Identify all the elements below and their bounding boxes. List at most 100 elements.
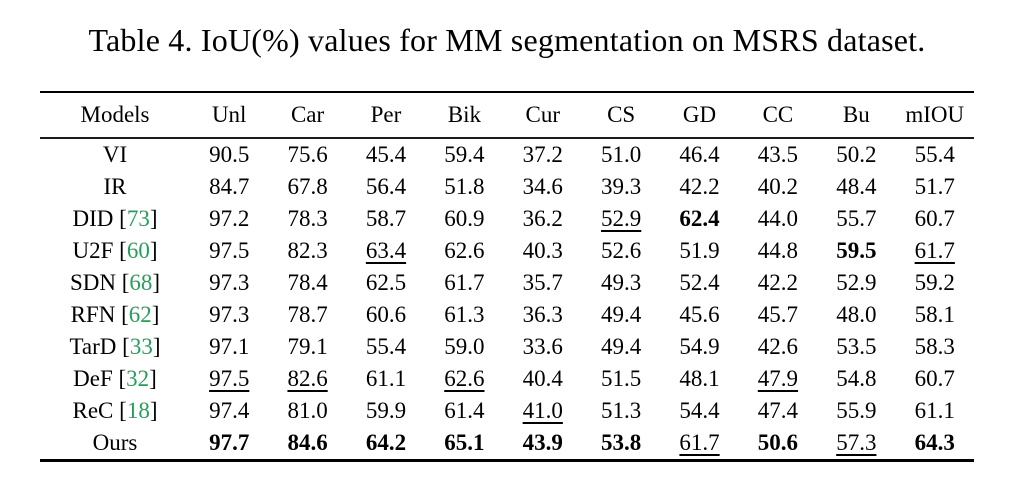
model-name: U2F [ bbox=[72, 238, 127, 263]
value-cell-cur: 40.4 bbox=[522, 366, 563, 391]
model-label: VI bbox=[102, 142, 128, 167]
column-header-car: Car bbox=[268, 92, 347, 139]
column-header-bik: Bik bbox=[425, 92, 504, 139]
model-name: ReC [ bbox=[72, 398, 127, 423]
value-cell-car: 84.6 bbox=[287, 430, 328, 455]
value-cell-car: 75.6 bbox=[287, 142, 328, 167]
value-cell-cur: 35.7 bbox=[522, 270, 563, 295]
value-cell-cs: 49.4 bbox=[601, 302, 642, 327]
value-cell-bik: 65.1 bbox=[444, 430, 485, 455]
table-row-did: DID [73] 97.2 78.3 58.7 60.9 36.2 52.9 62.4 44.0… bbox=[40, 203, 974, 235]
citation-number: 32 bbox=[126, 366, 150, 391]
value-cell-cs: 52.6 bbox=[601, 238, 642, 263]
value-cell-bu: 50.2 bbox=[836, 142, 877, 167]
table-row-ours: Ours 97.7 84.6 64.2 65.1 43.9 53.8 61.7 50.6 57.3… bbox=[40, 427, 974, 461]
value-cell-bu: 59.5 bbox=[836, 238, 877, 263]
value-cell-cs: 51.5 bbox=[601, 366, 642, 391]
results-table: Models Unl Car Per Bik Cur CS GD CC Bu mIOU VI 90.5… bbox=[40, 91, 974, 462]
value-cell-gd: 51.9 bbox=[679, 238, 720, 263]
model-label: U2F [60] bbox=[40, 235, 190, 267]
table-row-vi: VI 90.5 75.6 45.4 59.4 37.2 51.0 46.4 43.5 50.2 55… bbox=[40, 138, 974, 171]
value-cell-cc: 42.6 bbox=[757, 334, 799, 359]
value-cell-miou: 61.1 bbox=[914, 398, 955, 423]
value-cell-bik: 60.9 bbox=[444, 206, 485, 231]
value-cell-car: 81.0 bbox=[287, 398, 328, 423]
value-cell-cc: 42.2 bbox=[757, 270, 799, 295]
value-cell-cs: 51.0 bbox=[601, 142, 642, 167]
model-label: RFN [62] bbox=[40, 299, 190, 331]
value-cell-gd: 52.4 bbox=[679, 270, 720, 295]
value-cell-cs: 49.4 bbox=[601, 334, 642, 359]
value-cell-cur: 34.6 bbox=[522, 174, 563, 199]
value-cell-bu: 55.7 bbox=[836, 206, 877, 231]
value-cell-cs: 52.9 bbox=[601, 206, 642, 231]
citation-bracket: ] bbox=[152, 270, 161, 295]
value-cell-car: 79.1 bbox=[287, 334, 328, 359]
column-header-cc: CC bbox=[738, 92, 818, 139]
value-cell-per: 63.4 bbox=[365, 238, 407, 263]
value-cell-car: 78.4 bbox=[287, 270, 328, 295]
model-name: DID [ bbox=[72, 206, 127, 231]
value-cell-bu: 54.8 bbox=[836, 366, 877, 391]
value-cell-bik: 62.6 bbox=[444, 366, 485, 391]
citation-bracket: ] bbox=[149, 366, 157, 391]
table-caption: Table 4. IoU(%) values for MM segmentati… bbox=[88, 22, 926, 58]
value-cell-gd: 61.7 bbox=[679, 430, 720, 455]
value-cell-miou: 64.3 bbox=[914, 430, 955, 455]
value-cell-cs: 39.3 bbox=[601, 174, 642, 199]
value-cell-car: 82.6 bbox=[287, 366, 328, 391]
column-header-per: Per bbox=[346, 92, 426, 139]
column-header-bu: Bu bbox=[817, 92, 896, 139]
value-cell-per: 64.2 bbox=[365, 430, 407, 455]
value-cell-unl: 97.3 bbox=[209, 270, 250, 295]
value-cell-cc: 47.9 bbox=[757, 366, 799, 391]
value-cell-unl: 84.7 bbox=[209, 174, 250, 199]
value-cell-bik: 62.6 bbox=[444, 238, 485, 263]
column-header-cs: CS bbox=[581, 92, 661, 139]
value-cell-bu: 48.4 bbox=[836, 174, 877, 199]
value-cell-bik: 59.0 bbox=[444, 334, 485, 359]
value-cell-gd: 54.9 bbox=[679, 334, 720, 359]
value-cell-cur: 33.6 bbox=[522, 334, 563, 359]
value-cell-per: 59.9 bbox=[365, 398, 407, 423]
citation-number: 68 bbox=[129, 270, 153, 295]
value-cell-bik: 61.7 bbox=[444, 270, 485, 295]
value-cell-per: 61.1 bbox=[365, 366, 407, 391]
value-cell-cc: 44.0 bbox=[757, 206, 799, 231]
value-cell-cur: 36.3 bbox=[522, 302, 563, 327]
value-cell-cur: 43.9 bbox=[522, 430, 563, 455]
value-cell-per: 45.4 bbox=[365, 142, 407, 167]
value-cell-cc: 50.6 bbox=[757, 430, 799, 455]
table-row-def: DeF [32] 97.5 82.6 61.1 62.6 40.4 51.5 48.1 47.9… bbox=[40, 363, 974, 395]
citation-number: 60 bbox=[126, 238, 150, 263]
value-cell-car: 78.7 bbox=[287, 302, 328, 327]
model-label: DID [73] bbox=[40, 203, 190, 235]
model-name: SDN [ bbox=[69, 270, 130, 295]
column-header-models: Models bbox=[40, 92, 190, 139]
value-cell-unl: 97.4 bbox=[209, 398, 250, 423]
table-row-ir: IR 84.7 67.8 56.4 51.8 34.6 39.3 42.2 40.2 48.4 51… bbox=[40, 171, 974, 203]
table-row-u2f: U2F [60] 97.5 82.3 63.4 62.6 40.3 52.6 51.9 44.8… bbox=[40, 235, 974, 267]
citation-bracket: ] bbox=[152, 334, 161, 359]
value-cell-bu: 52.9 bbox=[836, 270, 877, 295]
table-body: VI 90.5 75.6 45.4 59.4 37.2 51.0 46.4 43.5 50.2 55… bbox=[40, 138, 974, 461]
value-cell-car: 67.8 bbox=[287, 174, 328, 199]
value-cell-miou: 55.4 bbox=[914, 142, 955, 167]
value-cell-unl: 97.5 bbox=[209, 238, 250, 263]
value-cell-miou: 61.7 bbox=[914, 238, 955, 263]
value-cell-unl: 97.7 bbox=[209, 430, 250, 455]
model-name: DeF [ bbox=[73, 366, 127, 391]
value-cell-gd: 42.2 bbox=[679, 174, 720, 199]
value-cell-bu: 57.3 bbox=[836, 430, 877, 455]
citation-number: 18 bbox=[126, 398, 150, 423]
table-header: Models Unl Car Per Bik Cur CS GD CC Bu mIOU bbox=[40, 92, 974, 139]
value-cell-per: 58.7 bbox=[365, 206, 407, 231]
value-cell-gd: 54.4 bbox=[679, 398, 720, 423]
value-cell-per: 56.4 bbox=[365, 174, 407, 199]
value-cell-car: 78.3 bbox=[287, 206, 328, 231]
value-cell-cc: 45.7 bbox=[757, 302, 799, 327]
value-cell-cur: 41.0 bbox=[522, 398, 563, 423]
value-cell-miou: 59.2 bbox=[914, 270, 955, 295]
model-label: DeF [32] bbox=[40, 363, 190, 395]
